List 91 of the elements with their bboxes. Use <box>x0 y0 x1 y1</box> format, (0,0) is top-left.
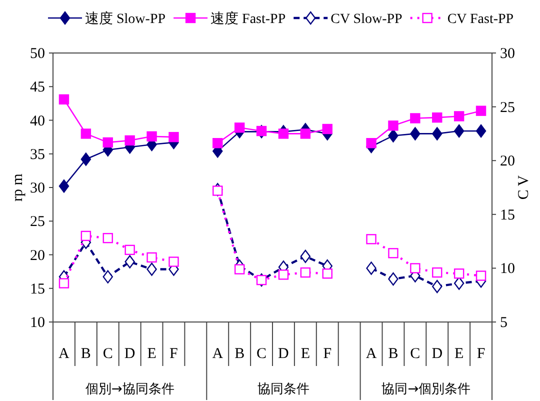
text: 協同条件 <box>257 382 310 397</box>
point <box>454 276 464 290</box>
point <box>410 127 420 140</box>
x-tick-label: A <box>58 346 70 362</box>
point <box>278 270 289 280</box>
point <box>432 280 442 294</box>
x-tick-label: D <box>278 346 290 362</box>
legend-label: CV Slow-PP <box>330 12 403 27</box>
y-tick-label: 40 <box>30 113 45 130</box>
point <box>80 230 92 242</box>
point <box>212 138 223 148</box>
x-tick-label: D <box>432 346 443 362</box>
point <box>366 138 376 148</box>
x-tick-label: F <box>170 346 178 362</box>
y-tick-label: 50 <box>30 46 45 62</box>
legend-label: 速度 Fast-PP <box>210 11 286 27</box>
point <box>476 124 486 138</box>
point <box>432 267 442 278</box>
y2-tick-label: 15 <box>500 207 515 224</box>
text: 協同→個別条件 <box>382 382 471 397</box>
point <box>278 128 289 139</box>
x-tick-label: C <box>410 346 420 362</box>
point <box>366 262 376 275</box>
point <box>366 234 376 244</box>
point <box>432 112 442 123</box>
point <box>454 111 464 122</box>
point <box>124 135 135 146</box>
point <box>322 268 332 279</box>
x-tick-label: B <box>234 346 245 362</box>
point <box>476 106 486 116</box>
x-tick-label: E <box>300 346 310 362</box>
x-tick-label: F <box>323 346 332 362</box>
point <box>58 180 70 193</box>
point <box>476 270 486 281</box>
point <box>102 270 113 284</box>
point <box>432 127 442 140</box>
legend-label: CV Fast-PP <box>447 12 514 27</box>
text: 個別→協同条件 <box>85 382 174 397</box>
point <box>102 232 113 244</box>
point <box>388 248 398 258</box>
x-tick-label: D <box>124 346 136 362</box>
y2-tick-label: 30 <box>500 46 515 62</box>
point <box>58 94 70 105</box>
point <box>102 137 113 148</box>
point <box>322 124 332 134</box>
point <box>256 126 267 136</box>
x-tick-label: E <box>454 346 464 362</box>
x-tick-label: B <box>388 346 398 362</box>
y-axis-title: rp m <box>10 173 26 202</box>
point <box>388 120 398 131</box>
point <box>388 272 398 286</box>
point <box>454 124 464 138</box>
y2-tick-label: 10 <box>500 261 515 278</box>
point <box>168 132 179 142</box>
point <box>146 252 157 263</box>
point <box>300 267 311 278</box>
y-tick-label: 20 <box>30 248 45 264</box>
x-tick-label: C <box>256 346 267 362</box>
point <box>234 264 245 274</box>
point <box>124 255 135 268</box>
x-tick-label: F <box>476 346 486 362</box>
point <box>300 250 311 263</box>
x-tick-label: B <box>80 346 91 362</box>
point <box>58 278 70 288</box>
y-tick-label: 25 <box>30 214 45 230</box>
point <box>454 268 464 279</box>
point <box>410 263 420 274</box>
point <box>80 152 92 166</box>
y2-axis-title: C V <box>516 175 532 200</box>
x-tick-label: A <box>212 346 224 362</box>
y-tick-label: 35 <box>30 146 45 163</box>
y-tick-label: 45 <box>30 80 45 96</box>
legend-label: 速度 Slow-PP <box>85 11 166 27</box>
point <box>410 113 420 124</box>
point <box>300 128 311 139</box>
point <box>146 131 157 142</box>
point <box>146 262 157 276</box>
y2-tick-label: 25 <box>500 100 515 116</box>
x-tick-label: C <box>102 346 113 362</box>
point <box>168 256 179 267</box>
y-tick-label: 10 <box>30 315 45 331</box>
point <box>388 129 398 142</box>
y2-tick-label: 5 <box>500 315 508 331</box>
point <box>234 122 245 133</box>
y2-tick-label: 20 <box>500 154 515 170</box>
y-tick-label: 15 <box>30 281 45 298</box>
point <box>80 128 92 139</box>
x-tick-label: E <box>147 346 156 362</box>
point <box>124 244 135 256</box>
y-tick-label: 30 <box>30 180 45 196</box>
x-tick-label: A <box>366 346 377 362</box>
